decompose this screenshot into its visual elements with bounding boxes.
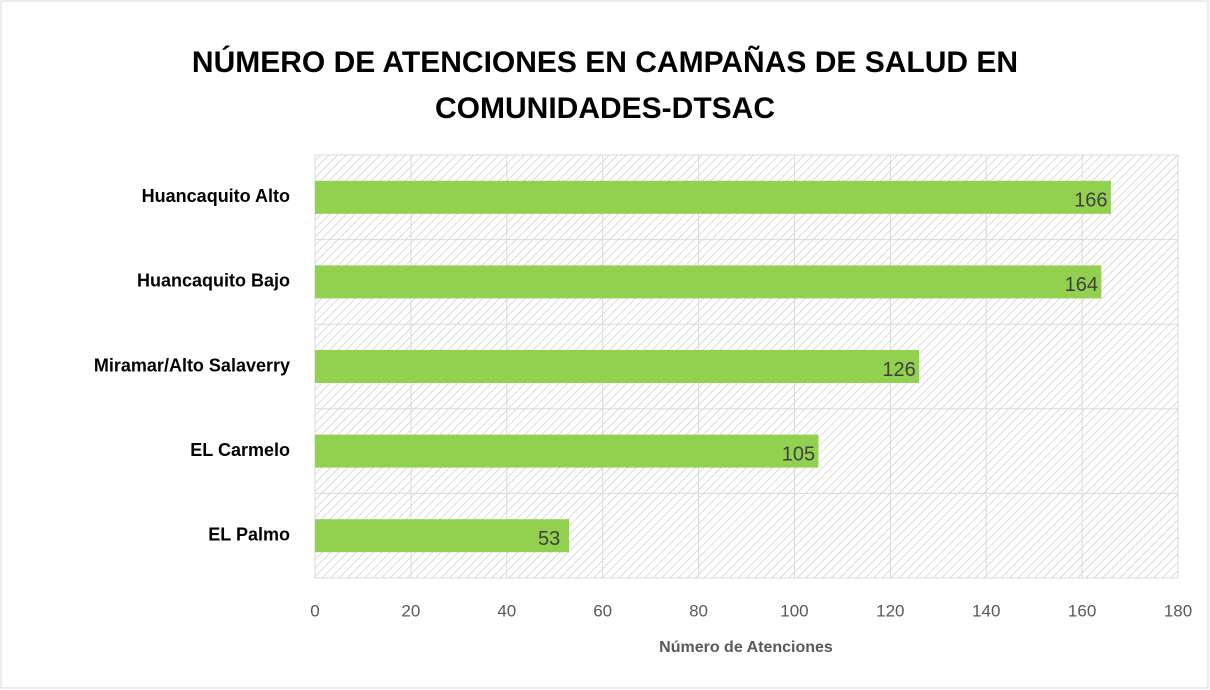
x-tick-label: 160	[1068, 601, 1096, 620]
y-tick-label: Huancaquito Alto	[142, 186, 290, 206]
bar	[315, 265, 1102, 299]
y-tick-label: Huancaquito Bajo	[137, 271, 290, 291]
x-axis-label: Número de Atenciones	[659, 639, 833, 656]
x-tick-label: 20	[401, 601, 420, 620]
bar	[315, 434, 819, 468]
bar	[315, 519, 570, 553]
chart-title: NÚMERO DE ATENCIONES EN CAMPAÑAS DE SALU…	[191, 46, 1019, 125]
y-tick-label: EL Carmelo	[190, 440, 290, 460]
bar	[315, 350, 920, 383]
x-tick-label: 80	[689, 601, 708, 620]
data-label: 164	[1065, 274, 1098, 296]
data-label: 126	[882, 359, 915, 381]
data-label: 166	[1074, 190, 1107, 212]
x-tick-label: 140	[972, 601, 1000, 620]
x-tick-label: 60	[593, 601, 612, 620]
y-tick-label: Miramar/Alto Salaverry	[94, 355, 290, 375]
x-tick-label: 120	[876, 601, 904, 620]
data-label: 53	[538, 528, 560, 550]
x-tick-label: 100	[780, 601, 808, 620]
x-tick-label: 0	[310, 601, 319, 620]
x-tick-label: 180	[1164, 601, 1192, 620]
bar	[315, 180, 1111, 214]
data-label: 105	[782, 443, 815, 465]
y-tick-label: EL Palmo	[208, 524, 290, 544]
x-tick-label: 40	[497, 601, 516, 620]
